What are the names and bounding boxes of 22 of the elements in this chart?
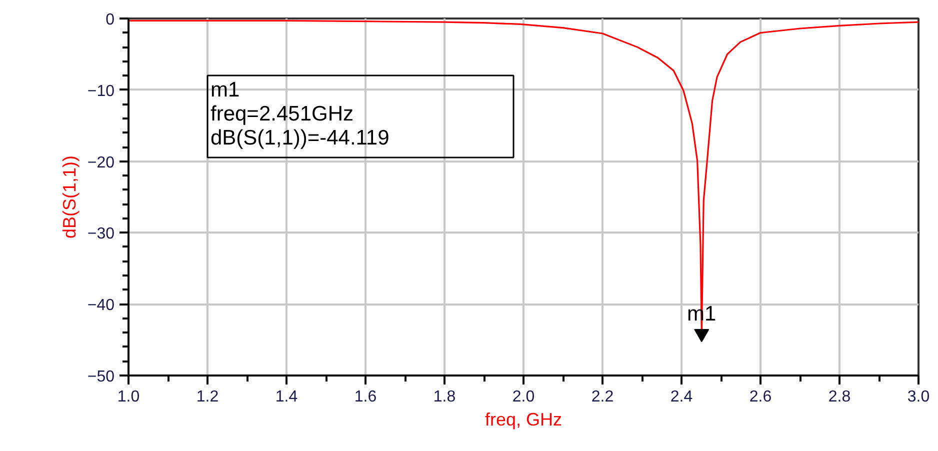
y-tick-label: −50 [87,368,115,386]
annotation: m1 [210,78,240,102]
x-tick-label: 2.0 [512,388,535,406]
x-tick-label: 2.8 [828,388,851,406]
x-tick-label: 3.0 [907,388,930,406]
y-tick-label: −30 [87,226,115,243]
x-tick-label: 2.4 [670,388,693,406]
x-tick-label: 2.6 [749,388,772,406]
x-tick-label: 1.2 [196,388,219,406]
x-tick-label: 1.0 [117,388,140,406]
y-tick-label: −10 [87,82,115,100]
annotation: freq=2.451GHz [210,102,354,126]
y-tick-label: 0 [106,12,115,28]
annotation: dB(S(1,1))=-44.119 [210,126,390,150]
y-tick-label: −20 [87,154,115,172]
y-axis-title: dB(S(1,1)) [59,155,80,239]
x-tick-label: 1.4 [275,388,298,406]
x-tick-label: 1.6 [354,388,377,406]
x-tick-label: 1.8 [433,388,456,406]
y-tick-label: −40 [87,297,115,314]
x-tick-label: 2.2 [591,388,614,406]
x-axis-title: freq, GHz [484,410,562,430]
